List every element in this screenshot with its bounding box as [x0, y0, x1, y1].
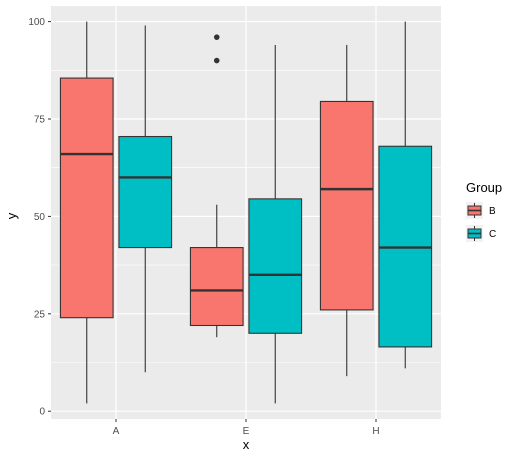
- box-body: [189, 247, 244, 327]
- y-axis-ticks: 0 25 50 75 100: [28, 17, 51, 418]
- boxes: [59, 21, 433, 404]
- legend: Group B C: [466, 180, 502, 242]
- outlier-point: [213, 34, 220, 40]
- x-axis-title: x: [243, 437, 250, 452]
- y-tick-label: 50: [34, 212, 46, 223]
- y-axis-title: y: [4, 212, 19, 219]
- box-C-A: [118, 25, 173, 373]
- outlier-point: [213, 57, 220, 64]
- box-B-A: [59, 21, 114, 404]
- box-B-H: [319, 44, 374, 377]
- x-tick-label: E: [243, 426, 250, 437]
- legend-item-B: B: [466, 202, 496, 219]
- grid: [51, 6, 441, 419]
- y-tick-label: 25: [34, 309, 46, 320]
- box-C-E: [248, 44, 303, 404]
- legend-label: B: [489, 206, 496, 217]
- y-tick-label: 0: [39, 407, 45, 418]
- box-body: [248, 198, 303, 334]
- legend-item-C: C: [466, 225, 496, 242]
- box-body: [319, 100, 374, 311]
- legend-label: C: [489, 229, 496, 240]
- box-B-E: [189, 34, 244, 338]
- box-body: [59, 77, 114, 319]
- x-tick-label: A: [113, 426, 120, 437]
- y-tick-label: 100: [28, 17, 45, 28]
- legend-title: Group: [466, 180, 502, 195]
- x-tick-label: H: [372, 426, 379, 437]
- y-tick-label: 75: [34, 114, 46, 125]
- box-body: [118, 135, 173, 249]
- box-C-H: [378, 21, 433, 369]
